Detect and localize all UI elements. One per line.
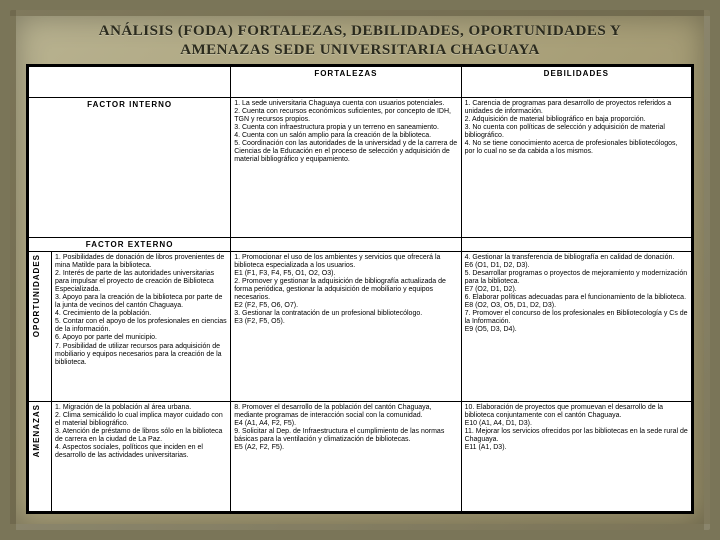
cell-amenazas-debilidades: 10. Elaboración de proyectos que promuev… (461, 402, 691, 512)
cell-oportunidades-fortalezas: 1. Promocionar el uso de los ambientes y… (231, 252, 461, 402)
cell-fortalezas-interno: 1. La sede universitaria Chaguaya cuenta… (231, 97, 461, 237)
inner-frame: ANÁLISIS (FODA) FORTALEZAS, DEBILIDADES,… (10, 10, 710, 530)
cell-amenazas-fortalezas: 8. Promover el desarrollo de la població… (231, 402, 461, 512)
col-head-debilidades: DEBILIDADES (461, 66, 691, 97)
amenazas-label: AMENAZAS (32, 404, 41, 457)
title-line-2: AMENAZAS SEDE UNIVERSITARIA CHAGUAYA (180, 42, 540, 58)
row-head-amenazas: AMENAZAS (29, 402, 52, 512)
factor-interno-label: FACTOR INTERNO (29, 97, 231, 237)
slide-title: ANÁLISIS (FODA) FORTALEZAS, DEBILIDADES,… (26, 22, 694, 60)
cell-amenazas-list: 1. Migración de la población al área urb… (52, 402, 231, 512)
cell-debilidades-interno: 1. Carencia de programas para desarrollo… (461, 97, 691, 237)
title-line-1: ANÁLISIS (FODA) FORTALEZAS, DEBILIDADES,… (99, 23, 621, 39)
oportunidades-label: OPORTUNIDADES (32, 254, 41, 337)
col-head-fortalezas: FORTALEZAS (231, 66, 461, 97)
spacer-d (461, 237, 691, 251)
spacer-f (231, 237, 461, 251)
blank-corner (29, 66, 231, 97)
foda-sheet: FORTALEZAS DEBILIDADES FACTOR INTERNO 1.… (26, 64, 694, 515)
foda-table: FORTALEZAS DEBILIDADES FACTOR INTERNO 1.… (28, 66, 692, 513)
factor-externo-label: FACTOR EXTERNO (29, 237, 231, 251)
cell-oportunidades-debilidades: 4. Gestionar la transferencia de bibliog… (461, 252, 691, 402)
row-head-oportunidades: OPORTUNIDADES (29, 252, 52, 402)
outer-frame: ANÁLISIS (FODA) FORTALEZAS, DEBILIDADES,… (0, 0, 720, 540)
cell-oportunidades-list: 1. Posibilidades de donación de libros p… (52, 252, 231, 402)
